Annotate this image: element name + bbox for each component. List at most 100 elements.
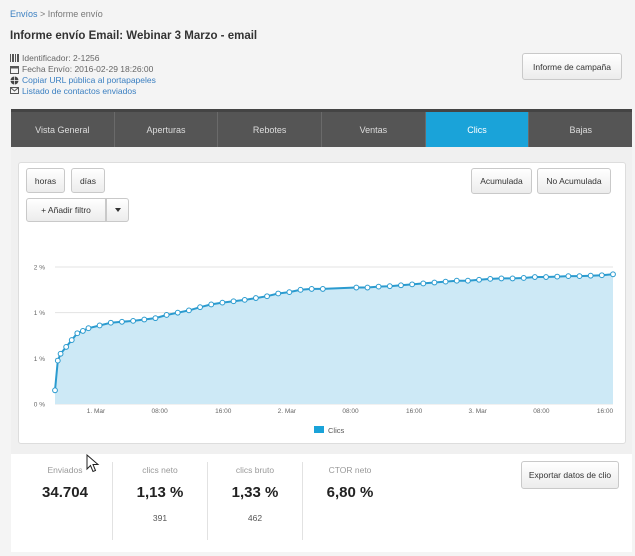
- contacts-link[interactable]: Listado de contactos enviados: [22, 86, 137, 96]
- x-tick-label: 08:00: [533, 408, 550, 415]
- days-button[interactable]: días: [71, 168, 105, 193]
- meta-identifier: Identificador: 2-1256: [10, 53, 100, 63]
- x-tick-label: 16:00: [406, 408, 423, 415]
- hours-button[interactable]: horas: [26, 168, 65, 193]
- filter-dropdown-toggle[interactable]: [106, 198, 129, 222]
- data-point: [264, 293, 270, 300]
- stat-label-enviados: Enviados: [47, 465, 83, 475]
- y-axis-ticks: 0 % 1 % 1 % 2 %: [34, 265, 45, 409]
- stat-value-clics-neto: 1,13 %: [136, 484, 184, 501]
- data-point: [219, 299, 226, 306]
- clicks-chart: 0 % 1 % 1 % 2 % 1. Mar 08:00 16:00 2. Mar 08:00…: [34, 265, 616, 435]
- y-tick-label: 0 %: [34, 402, 45, 409]
- x-tick-label: 16:00: [597, 408, 614, 415]
- copy-url-link[interactable]: Copiar URL pública al portapapeles: [22, 75, 156, 85]
- tab-aperturas[interactable]: Aperturas: [115, 112, 219, 147]
- stat-label-ctor-neto: CTOR neto: [328, 465, 372, 475]
- data-point: [319, 286, 326, 292]
- y-tick-label: 1 %: [34, 356, 45, 363]
- x-tick-label: 1. Mar: [87, 408, 106, 415]
- caret-down-icon: [114, 208, 121, 212]
- cumulative-button[interactable]: Acumulada: [471, 168, 532, 194]
- data-point: [520, 275, 527, 281]
- data-point: [85, 325, 92, 332]
- data-point: [409, 281, 416, 288]
- stat-label-clics-neto: clics neto: [142, 465, 178, 475]
- data-point: [107, 319, 114, 326]
- data-point: [174, 309, 181, 316]
- data-point: [509, 275, 516, 282]
- clicks-area: [55, 274, 613, 404]
- tab-ventas[interactable]: Ventas: [322, 112, 426, 147]
- data-point: [54, 357, 61, 364]
- data-point: [152, 315, 159, 322]
- stat-sub-clics-neto: 391: [152, 513, 168, 523]
- meta-copy-url[interactable]: Copiar URL pública al portapapeles: [10, 75, 156, 85]
- data-point: [252, 295, 259, 301]
- stat-value-clics-bruto: 1,33 %: [231, 484, 279, 501]
- data-point: [531, 274, 538, 280]
- envelope-icon: [10, 87, 19, 96]
- data-point: [364, 284, 371, 291]
- tab-rebotes[interactable]: Rebotes: [218, 112, 323, 147]
- data-point: [453, 277, 460, 284]
- calendar-icon: [10, 65, 19, 74]
- add-filter-button[interactable]: + Añadir filtro: [26, 198, 106, 222]
- y-tick-label: 1 %: [34, 310, 45, 317]
- stat-divider: [302, 462, 303, 540]
- data-point: [163, 312, 170, 318]
- breadcrumb-current: Informe envío: [47, 9, 103, 19]
- meta-contacts[interactable]: Listado de contactos enviados: [10, 86, 136, 96]
- data-point: [230, 298, 237, 305]
- stat-label-clics-bruto: clics bruto: [235, 465, 275, 475]
- page-title: Informe envío Email: Webinar 3 Marzo - e…: [10, 30, 258, 42]
- x-tick-label: 3. Mar: [469, 408, 488, 415]
- y-tick-label: 2 %: [34, 265, 45, 272]
- data-point: [386, 283, 393, 290]
- clicks-points: [52, 271, 616, 394]
- meta-date: Fecha Envío: 2016-02-29 18:26:00: [10, 64, 153, 74]
- data-point: [52, 387, 58, 394]
- breadcrumb: Envíos > Informe envío: [10, 9, 103, 19]
- breadcrumb-link-envios[interactable]: Envíos: [10, 9, 38, 19]
- data-point: [487, 275, 494, 282]
- stats-panel: Enviados 34.704 clics neto 1,13 % 391 cl…: [11, 454, 632, 552]
- breadcrumb-separator: >: [37, 9, 48, 19]
- data-point: [476, 276, 482, 283]
- data-point: [197, 304, 203, 311]
- barcode-icon: [10, 54, 19, 63]
- tab-vista-general[interactable]: Vista General: [11, 112, 115, 147]
- x-tick-label: 16:00: [215, 408, 232, 415]
- data-point: [241, 296, 248, 303]
- stat-divider: [207, 462, 208, 540]
- data-point: [286, 289, 293, 296]
- x-tick-label: 08:00: [151, 408, 168, 415]
- data-point: [68, 337, 75, 343]
- data-point: [119, 318, 125, 325]
- data-point: [308, 286, 315, 292]
- legend-label-clics: Clics: [328, 426, 344, 435]
- data-point: [610, 271, 616, 278]
- stat-sub-clics-bruto: 462: [247, 513, 263, 523]
- campaign-report-button[interactable]: Informe de campaña: [522, 53, 622, 80]
- data-point: [420, 280, 427, 287]
- data-point: [275, 290, 282, 297]
- data-point: [57, 350, 64, 357]
- export-data-button[interactable]: Exportar datos de clio: [521, 461, 619, 489]
- data-point: [465, 277, 471, 284]
- data-point: [431, 279, 438, 286]
- tab-clics[interactable]: Clics: [425, 112, 530, 153]
- globe-icon: [10, 76, 19, 85]
- data-point: [375, 283, 382, 290]
- data-point: [554, 273, 561, 280]
- mouse-cursor-icon: [86, 454, 100, 473]
- non-cumulative-button[interactable]: No Acumulada: [537, 168, 611, 194]
- identifier-text: Identificador: 2-1256: [22, 53, 100, 63]
- data-point: [353, 284, 360, 291]
- data-point: [576, 273, 583, 280]
- tab-bajas[interactable]: Bajas: [569, 124, 592, 135]
- data-point: [186, 307, 192, 314]
- data-point: [130, 317, 137, 324]
- chart-legend[interactable]: Clics: [314, 426, 344, 435]
- data-point: [442, 278, 449, 285]
